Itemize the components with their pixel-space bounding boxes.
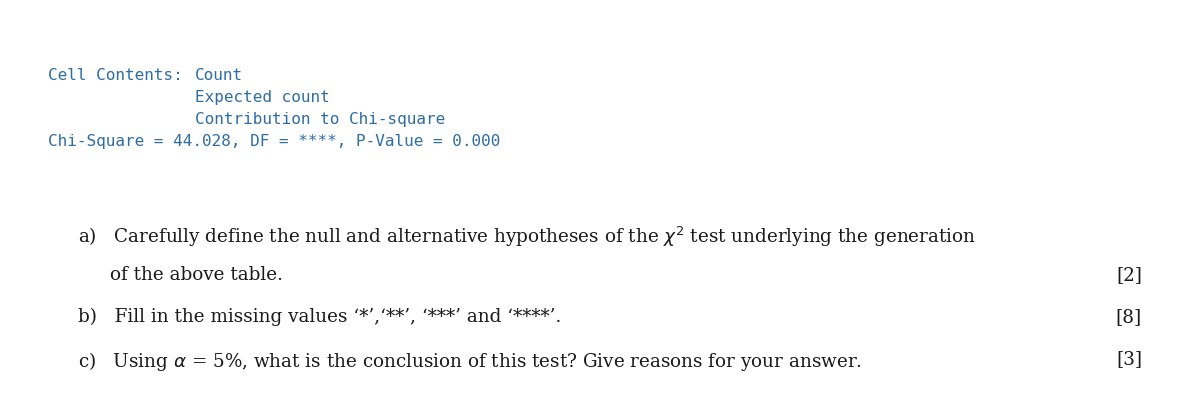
Text: Cell Contents:: Cell Contents: bbox=[48, 68, 183, 83]
Text: Expected count: Expected count bbox=[195, 90, 330, 105]
Text: Chi-Square = 44.028, DF = ****, P-Value = 0.000: Chi-Square = 44.028, DF = ****, P-Value … bbox=[48, 134, 500, 149]
Text: a)   Carefully define the null and alternative hypotheses of the $\chi^2$ test u: a) Carefully define the null and alterna… bbox=[79, 225, 976, 249]
Text: of the above table.: of the above table. bbox=[109, 266, 283, 284]
Text: [3]: [3] bbox=[1116, 350, 1142, 368]
Text: [2]: [2] bbox=[1116, 266, 1142, 284]
Text: [8]: [8] bbox=[1116, 308, 1142, 326]
Text: Contribution to Chi-square: Contribution to Chi-square bbox=[195, 112, 445, 127]
Text: c)   Using $\alpha$ = 5%, what is the conclusion of this test? Give reasons for : c) Using $\alpha$ = 5%, what is the conc… bbox=[79, 350, 862, 373]
Text: b)   Fill in the missing values ‘*’,‘**’, ‘***’ and ‘****’.: b) Fill in the missing values ‘*’,‘**’, … bbox=[79, 308, 562, 326]
Text: Count: Count bbox=[195, 68, 243, 83]
